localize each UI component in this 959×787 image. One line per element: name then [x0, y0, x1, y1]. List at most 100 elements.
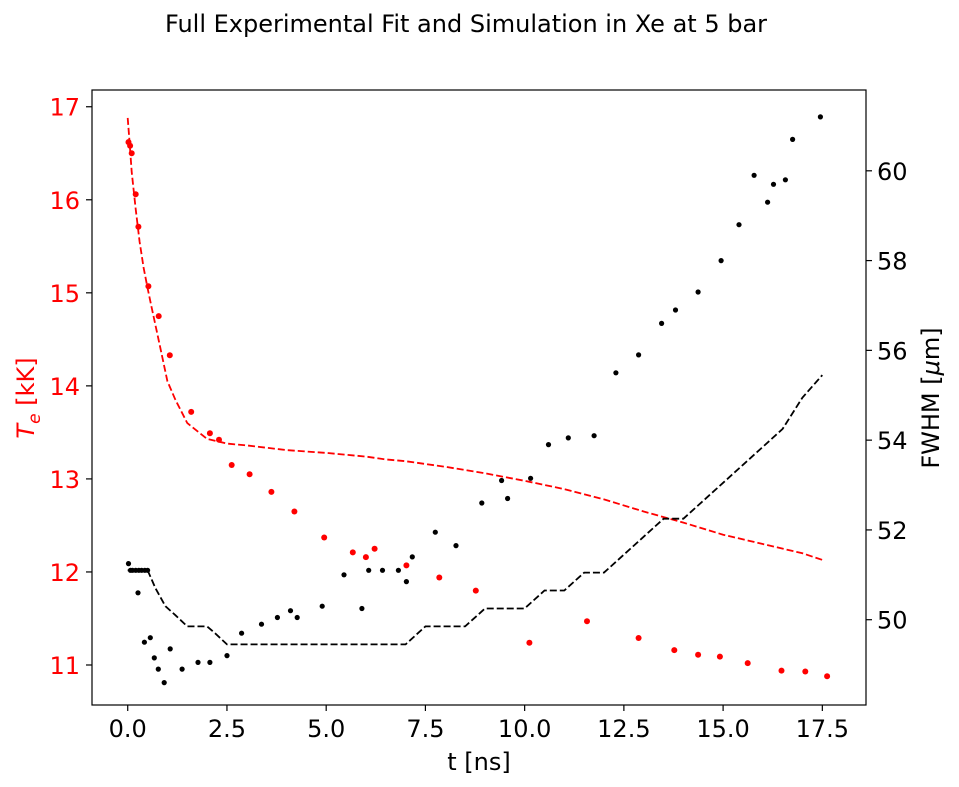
fwhm-data-point	[736, 222, 742, 228]
fwhm-data-point	[155, 666, 161, 672]
x-tick-label: 5.0	[307, 715, 345, 743]
fwhm-data-point	[195, 659, 201, 666]
fwhm-data-point	[765, 199, 771, 205]
fwhm-data-point	[274, 614, 280, 621]
fwhm-data-point	[366, 567, 372, 573]
temperature-data-point	[349, 549, 356, 556]
right-y-tick-label: 56	[877, 337, 908, 365]
right-y-axis-label-mu: μ	[917, 360, 945, 376]
left-y-tick-label: 12	[49, 559, 80, 587]
fwhm-fit-line	[127, 374, 823, 646]
fwhm-data-point	[403, 579, 409, 585]
fwhm-data-point	[591, 433, 597, 439]
x-tick-label: 17.5	[796, 715, 849, 743]
left-y-tick-label: 13	[49, 466, 80, 494]
temperature-data-point	[132, 191, 139, 198]
fwhm-data-point	[545, 442, 552, 448]
fwhm-data-point	[432, 529, 438, 535]
temperature-data-point	[228, 462, 235, 468]
plot-frame	[91, 89, 867, 706]
temperature-data-point	[145, 283, 152, 290]
fwhm-data-point	[695, 289, 701, 295]
temperature-data-point	[472, 587, 479, 594]
fwhm-data-point	[479, 500, 485, 506]
fwhm-data-point	[782, 177, 789, 183]
left-y-axis-label-unit: [kK]	[12, 357, 40, 413]
temperature-data-point	[246, 471, 253, 478]
temperature-data-point	[403, 562, 410, 569]
fwhm-data-point	[239, 630, 245, 636]
temperature-data-point	[371, 545, 378, 552]
temperature-data-point	[135, 223, 142, 230]
temperature-data-point	[362, 554, 369, 561]
x-axis: 0.0 2.5 5.0 7.5 10.0 12.5 15.0 17.5	[109, 705, 849, 743]
left-y-axis-label-symbol: T	[12, 422, 40, 439]
fwhm-data-point	[319, 603, 325, 609]
left-y-tick-label: 11	[49, 652, 80, 680]
fwhm-data-point	[224, 653, 230, 659]
fwhm-data-point	[145, 567, 151, 573]
fwhm-data-point	[179, 666, 185, 672]
temperature-data-point	[155, 313, 162, 320]
fwhm-data-point	[718, 258, 724, 264]
left-y-axis: 11 12 13 14 15 16 17	[49, 94, 92, 680]
fwhm-data-point	[409, 554, 415, 560]
temperature-data-point	[436, 574, 443, 581]
temperature-data-point	[695, 651, 702, 658]
temperature-data-point	[671, 647, 678, 654]
fwhm-data-point	[790, 136, 796, 142]
fwhm-data-point	[636, 352, 642, 358]
temperature-data-point	[268, 488, 275, 495]
fwhm-data-point	[147, 635, 153, 641]
left-y-axis-label-subscript: e	[25, 413, 45, 423]
temperature-data-point	[778, 667, 785, 674]
fwhm-data-point	[207, 659, 213, 666]
x-tick-label: 7.5	[406, 715, 444, 743]
right-y-axis-label-name: FWHM [	[917, 375, 945, 468]
fwhm-data-point	[453, 543, 459, 549]
temperature-data-point	[321, 534, 328, 541]
fwhm-data-point	[258, 621, 265, 627]
temperature-data-point	[166, 352, 173, 359]
x-tick-label: 12.5	[597, 715, 650, 743]
fwhm-data-point	[565, 435, 571, 441]
temperature-data-point	[216, 436, 222, 443]
fwhm-data-point	[141, 639, 147, 645]
x-tick-label: 10.0	[498, 715, 551, 743]
fwhm-data-point	[135, 590, 141, 596]
fwhm-data-point	[659, 320, 665, 326]
temperature-data-point	[584, 618, 590, 625]
left-y-tick-label: 17	[49, 94, 80, 122]
fwhm-data-point	[294, 614, 300, 621]
temperature-data-point	[206, 430, 213, 437]
fwhm-data-point	[751, 172, 757, 178]
fwhm-data-point	[161, 680, 167, 686]
temperature-data-point	[802, 668, 809, 675]
x-axis-label: t [ns]	[447, 748, 510, 776]
left-y-tick-label: 15	[49, 280, 80, 308]
temperature-data-point	[526, 639, 533, 646]
temperature-fit-line	[126, 117, 823, 561]
plot-area	[125, 114, 831, 686]
fwhm-data-point	[151, 655, 157, 661]
fwhm-data-point	[505, 495, 511, 502]
fwhm-data-point	[125, 561, 132, 567]
right-y-axis: 50 52 54 56 58 60	[866, 158, 908, 635]
temperature-data-point	[824, 673, 831, 680]
x-tick-label: 2.5	[208, 715, 246, 743]
right-y-tick-label: 58	[877, 248, 908, 276]
fwhm-data-point	[287, 608, 294, 614]
temperature-data-point	[635, 635, 642, 641]
x-tick-label: 0.0	[109, 715, 147, 743]
left-y-axis-label: Te [kK]	[12, 357, 45, 438]
fwhm-data-point	[167, 646, 173, 652]
right-y-tick-label: 54	[877, 427, 908, 455]
temperature-data-point	[716, 653, 723, 660]
left-y-tick-label: 14	[49, 373, 80, 401]
fwhm-data-point	[770, 181, 777, 187]
fwhm-data-point	[499, 477, 505, 484]
right-y-tick-label: 50	[877, 607, 908, 635]
fwhm-data-point	[817, 114, 824, 120]
right-y-tick-label: 52	[877, 517, 908, 545]
